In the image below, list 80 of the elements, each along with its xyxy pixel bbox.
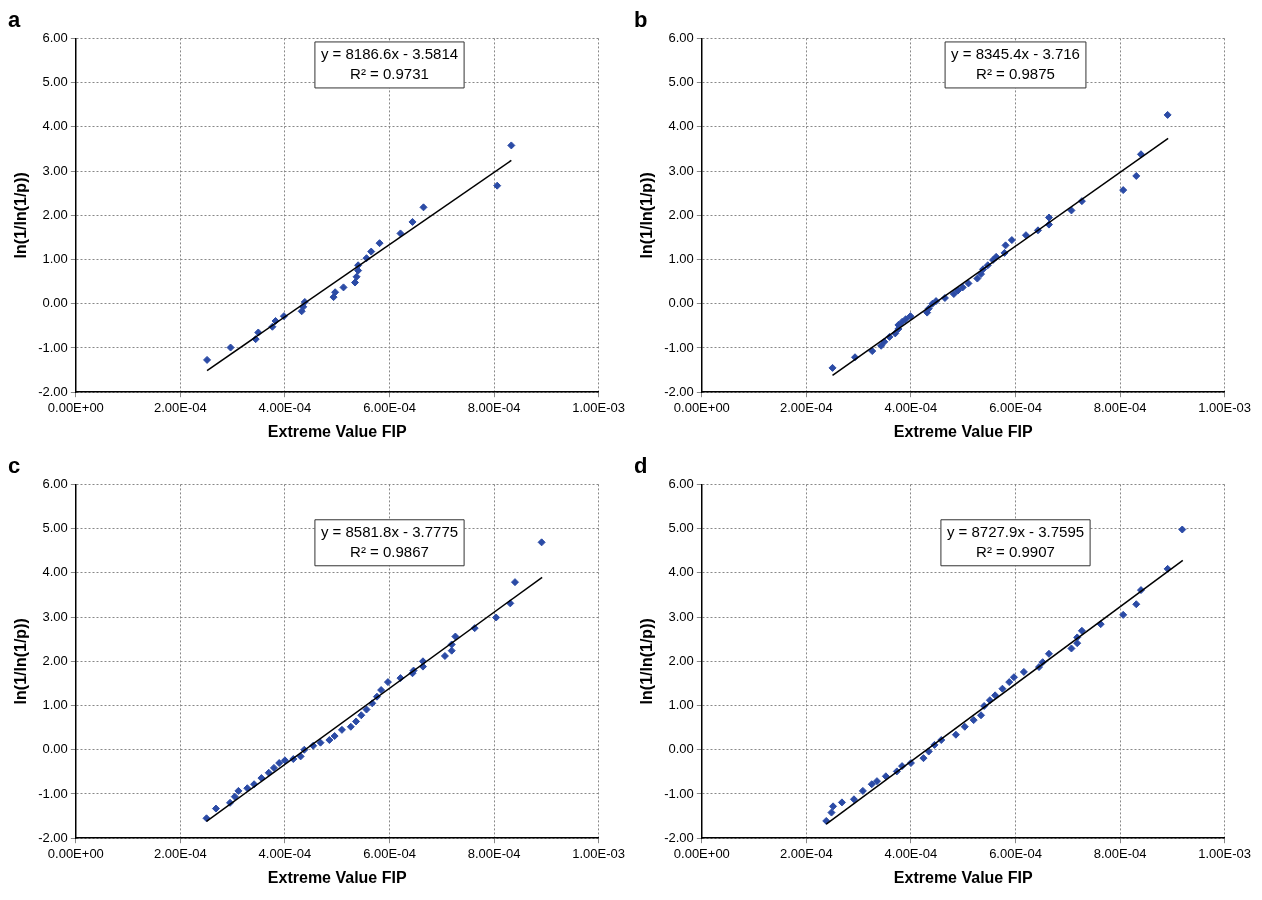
annotation: R² = 0.9907 xyxy=(976,542,1055,560)
x-tick-label: 0.00E+00 xyxy=(47,399,104,415)
y-tick-label: 2.00 xyxy=(668,652,694,668)
y-tick-label: -2.00 xyxy=(664,383,694,399)
x-tick-label: 8.00E-04 xyxy=(1093,845,1147,861)
x-tick-label: 1.00E-03 xyxy=(572,399,625,415)
y-tick-label: 2.00 xyxy=(42,206,68,222)
x-tick-label: 8.00E-04 xyxy=(467,399,521,415)
y-tick-label: 4.00 xyxy=(668,564,694,580)
y-tick-label: 6.00 xyxy=(42,475,68,491)
y-tick-label: 0.00 xyxy=(668,741,694,757)
y-axis-title: ln(1/ln(1/p)) xyxy=(638,172,656,259)
y-tick-label: 6.00 xyxy=(42,29,68,45)
y-axis-title: ln(1/ln(1/p)) xyxy=(12,172,30,259)
y-tick-label: 0.00 xyxy=(668,295,694,311)
x-tick-label: 6.00E-04 xyxy=(989,845,1042,861)
x-tick-label: 0.00E+00 xyxy=(673,845,730,861)
x-tick-label: 8.00E-04 xyxy=(467,845,521,861)
y-tick-label: -1.00 xyxy=(664,339,694,355)
x-tick-label: 2.00E-04 xyxy=(780,399,833,415)
y-tick-label: 1.00 xyxy=(42,251,68,267)
annotation: y = 8727.9x - 3.7595 xyxy=(946,522,1085,540)
y-tick-label: 3.00 xyxy=(42,608,68,624)
x-tick-label: 1.00E-03 xyxy=(1198,399,1251,415)
x-tick-label: 0.00E+00 xyxy=(47,845,104,861)
chart-title: b xyxy=(634,7,648,33)
y-tick-label: -1.00 xyxy=(38,785,68,801)
chart-title: d xyxy=(634,453,648,479)
y-axis-title: ln(1/ln(1/p)) xyxy=(638,618,656,705)
x-tick-label: 4.00E-04 xyxy=(258,845,312,861)
x-axis-title: Extreme Value FIP xyxy=(893,868,1033,886)
annotation: R² = 0.9867 xyxy=(350,542,429,560)
y-tick-label: -2.00 xyxy=(38,829,68,845)
y-tick-label: -1.00 xyxy=(664,785,694,801)
y-tick-label: 3.00 xyxy=(42,162,68,178)
y-tick-label: 2.00 xyxy=(668,206,694,222)
y-tick-label: 2.00 xyxy=(42,652,68,668)
y-tick-label: 5.00 xyxy=(668,520,694,536)
annotation: y = 8581.8x - 3.7775 xyxy=(320,522,459,540)
y-tick-label: 0.00 xyxy=(42,295,68,311)
y-tick-label: 6.00 xyxy=(668,475,694,491)
x-tick-label: 4.00E-04 xyxy=(884,845,938,861)
x-tick-label: 6.00E-04 xyxy=(363,399,416,415)
annotation: y = 8345.4x - 3.716 xyxy=(951,45,1080,63)
chart-title: c xyxy=(8,453,21,479)
x-tick-label: 1.00E-03 xyxy=(1198,845,1251,861)
y-tick-label: 5.00 xyxy=(42,74,68,90)
y-tick-label: 1.00 xyxy=(668,697,694,713)
x-axis-title: Extreme Value FIP xyxy=(267,422,407,440)
chart-title: a xyxy=(8,7,21,33)
x-tick-label: 1.00E-03 xyxy=(572,845,625,861)
annotation: R² = 0.9731 xyxy=(350,65,429,83)
y-tick-label: 0.00 xyxy=(42,741,68,757)
x-tick-label: 6.00E-04 xyxy=(989,399,1042,415)
y-tick-label: 5.00 xyxy=(42,520,68,536)
y-tick-label: -1.00 xyxy=(38,339,68,355)
x-axis-title: Extreme Value FIP xyxy=(267,868,407,886)
y-tick-label: -2.00 xyxy=(664,829,694,845)
x-tick-label: 4.00E-04 xyxy=(884,399,938,415)
x-tick-label: 6.00E-04 xyxy=(363,845,416,861)
x-tick-label: 4.00E-04 xyxy=(258,399,312,415)
x-tick-label: 0.00E+00 xyxy=(673,399,730,415)
x-tick-label: 8.00E-04 xyxy=(1093,399,1147,415)
annotation: y = 8186.6x - 3.5814 xyxy=(320,45,459,63)
x-tick-label: 2.00E-04 xyxy=(154,399,207,415)
y-tick-label: 6.00 xyxy=(668,29,694,45)
y-axis-title: ln(1/ln(1/p)) xyxy=(12,618,30,705)
y-tick-label: 3.00 xyxy=(668,608,694,624)
y-tick-label: 5.00 xyxy=(668,74,694,90)
y-tick-label: 3.00 xyxy=(668,162,694,178)
y-tick-label: 4.00 xyxy=(668,118,694,134)
x-tick-label: 2.00E-04 xyxy=(780,845,833,861)
y-tick-label: 1.00 xyxy=(42,697,68,713)
y-tick-label: -2.00 xyxy=(38,383,68,399)
y-tick-label: 1.00 xyxy=(668,251,694,267)
x-tick-label: 2.00E-04 xyxy=(154,845,207,861)
annotation: R² = 0.9875 xyxy=(976,65,1055,83)
x-axis-title: Extreme Value FIP xyxy=(893,422,1033,440)
y-tick-label: 4.00 xyxy=(42,118,68,134)
y-tick-label: 4.00 xyxy=(42,564,68,580)
